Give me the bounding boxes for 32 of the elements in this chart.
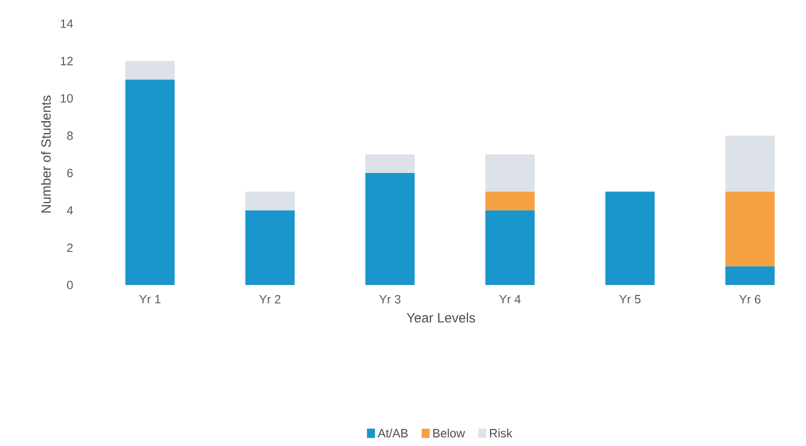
y-tick-label: 12 xyxy=(60,56,73,66)
bar xyxy=(725,136,775,192)
legend-label: Risk xyxy=(490,428,512,438)
bar xyxy=(125,80,175,286)
bar xyxy=(725,192,775,266)
x-tick-label: Yr 6 xyxy=(739,295,760,304)
y-tick-label: 14 xyxy=(60,20,73,28)
y-tick-label: 8 xyxy=(67,131,73,140)
x-tick-label: Yr 4 xyxy=(499,295,521,304)
x-tick-label: Yr 3 xyxy=(379,295,400,304)
bar xyxy=(605,192,655,286)
bar xyxy=(485,210,535,286)
bar xyxy=(485,192,535,210)
bar xyxy=(245,210,295,286)
y-tick-label: 6 xyxy=(67,168,73,178)
x-tick-label: Yr 2 xyxy=(259,295,280,304)
legend-label: At/AB xyxy=(378,428,408,438)
bar xyxy=(365,173,415,286)
bar xyxy=(245,192,295,210)
x-tick-label: Yr 5 xyxy=(619,295,640,304)
x-axis-title: Year Levels xyxy=(406,312,476,322)
y-tick-label: 10 xyxy=(60,94,73,103)
bar xyxy=(365,154,415,173)
x-tick-label: Yr 1 xyxy=(139,295,160,304)
y-tick-label: 0 xyxy=(67,280,73,290)
bar xyxy=(725,266,775,286)
legend-label: Below xyxy=(433,428,466,438)
y-axis-title: Number of Students xyxy=(40,96,51,213)
bar xyxy=(485,154,535,192)
y-tick-label: 4 xyxy=(66,206,73,214)
y-tick-label: 2 xyxy=(67,243,73,252)
bar xyxy=(125,61,175,80)
